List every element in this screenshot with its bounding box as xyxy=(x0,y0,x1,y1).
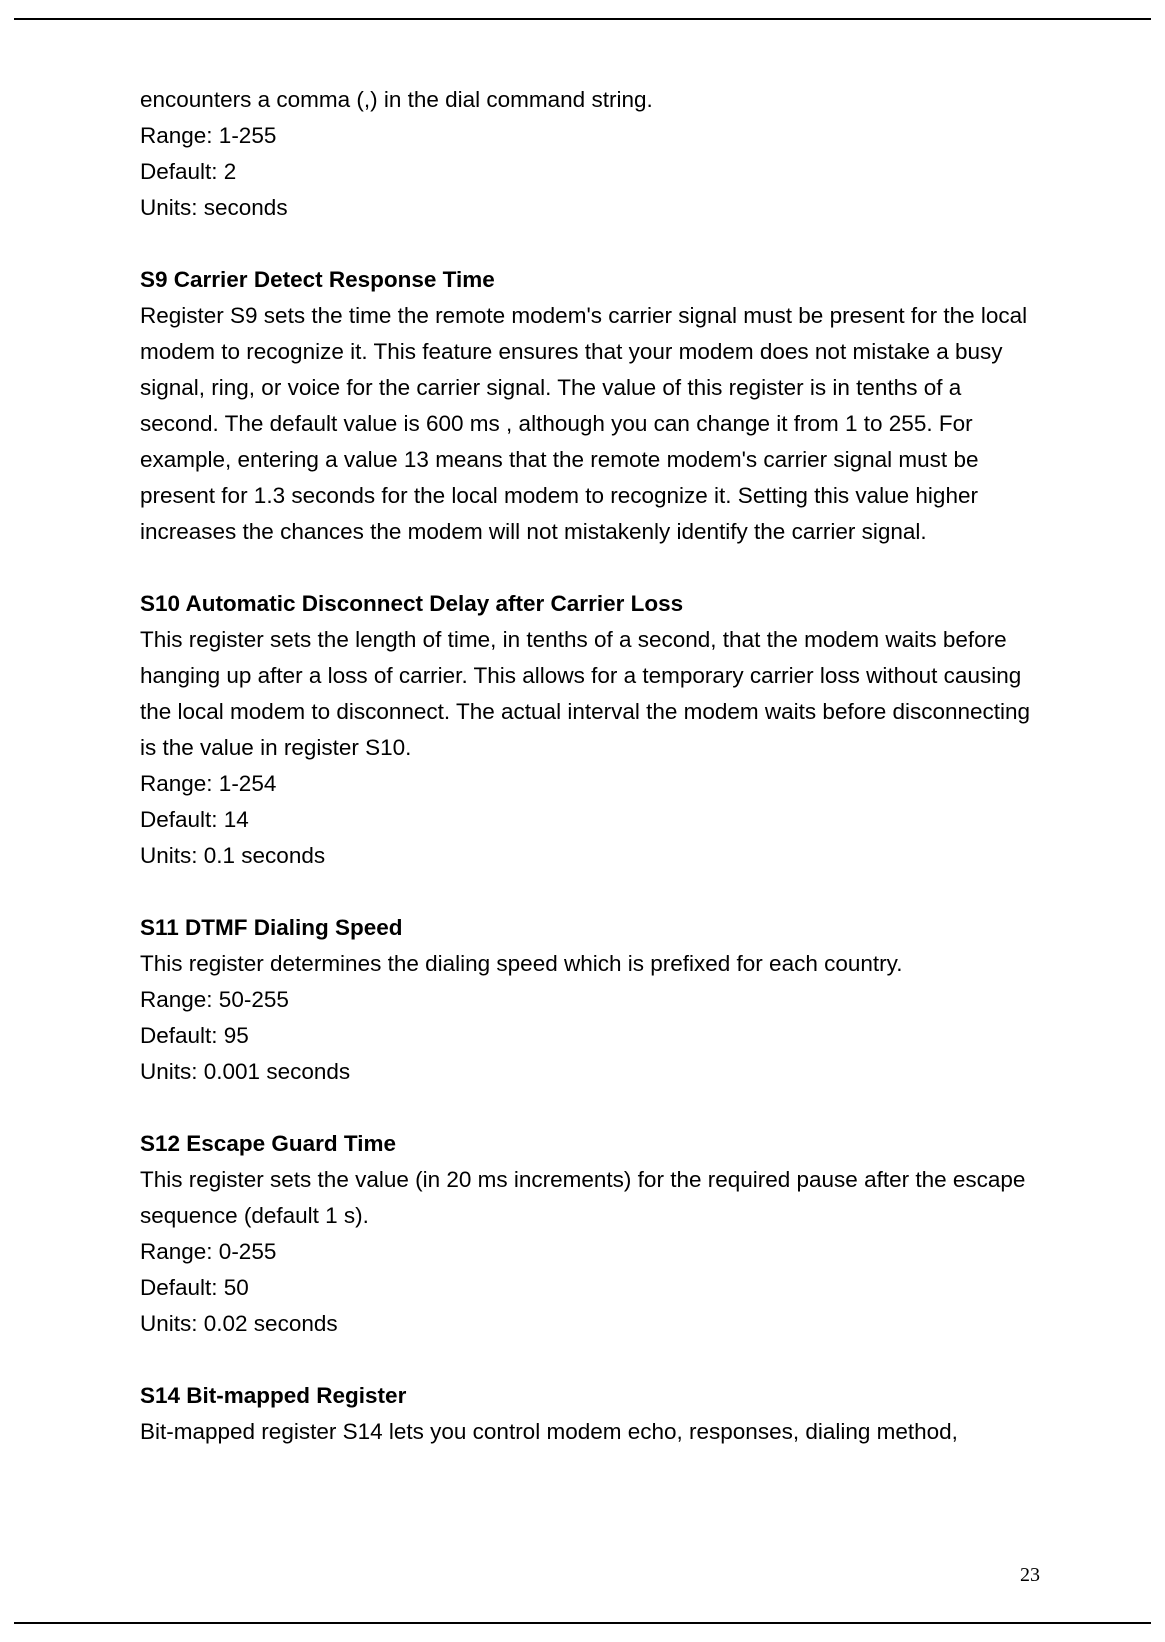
s10-units: Units: 0.1 seconds xyxy=(140,838,1040,874)
intro-units: Units: seconds xyxy=(140,190,1040,226)
intro-default: Default: 2 xyxy=(140,154,1040,190)
s9-body: Register S9 sets the time the remote mod… xyxy=(140,298,1040,550)
s12-default: Default: 50 xyxy=(140,1270,1040,1306)
s11-units: Units: 0.001 seconds xyxy=(140,1054,1040,1090)
page-border-top xyxy=(14,18,1151,20)
s11-range: Range: 50-255 xyxy=(140,982,1040,1018)
s10-section: S10 Automatic Disconnect Delay after Car… xyxy=(140,586,1040,874)
page-border-bottom xyxy=(14,1622,1151,1624)
s10-body: This register sets the length of time, i… xyxy=(140,622,1040,766)
intro-section: encounters a comma (,) in the dial comma… xyxy=(140,82,1040,226)
s11-body: This register determines the dialing spe… xyxy=(140,946,1040,982)
s14-body: Bit-mapped register S14 lets you control… xyxy=(140,1414,1040,1450)
s11-section: S11 DTMF Dialing Speed This register det… xyxy=(140,910,1040,1090)
s10-default: Default: 14 xyxy=(140,802,1040,838)
s12-range: Range: 0-255 xyxy=(140,1234,1040,1270)
s12-heading: S12 Escape Guard Time xyxy=(140,1126,1040,1162)
s12-body: This register sets the value (in 20 ms i… xyxy=(140,1162,1040,1234)
intro-range: Range: 1-255 xyxy=(140,118,1040,154)
page-number: 23 xyxy=(1020,1564,1040,1587)
s11-default: Default: 95 xyxy=(140,1018,1040,1054)
s14-heading: S14 Bit-mapped Register xyxy=(140,1378,1040,1414)
s9-section: S9 Carrier Detect Response Time Register… xyxy=(140,262,1040,550)
s9-heading: S9 Carrier Detect Response Time xyxy=(140,262,1040,298)
intro-line: encounters a comma (,) in the dial comma… xyxy=(140,82,1040,118)
document-content: encounters a comma (,) in the dial comma… xyxy=(140,82,1040,1542)
s10-range: Range: 1-254 xyxy=(140,766,1040,802)
s11-heading: S11 DTMF Dialing Speed xyxy=(140,910,1040,946)
s14-section: S14 Bit-mapped Register Bit-mapped regis… xyxy=(140,1378,1040,1450)
s12-section: S12 Escape Guard Time This register sets… xyxy=(140,1126,1040,1342)
s12-units: Units: 0.02 seconds xyxy=(140,1306,1040,1342)
s10-heading: S10 Automatic Disconnect Delay after Car… xyxy=(140,586,1040,622)
